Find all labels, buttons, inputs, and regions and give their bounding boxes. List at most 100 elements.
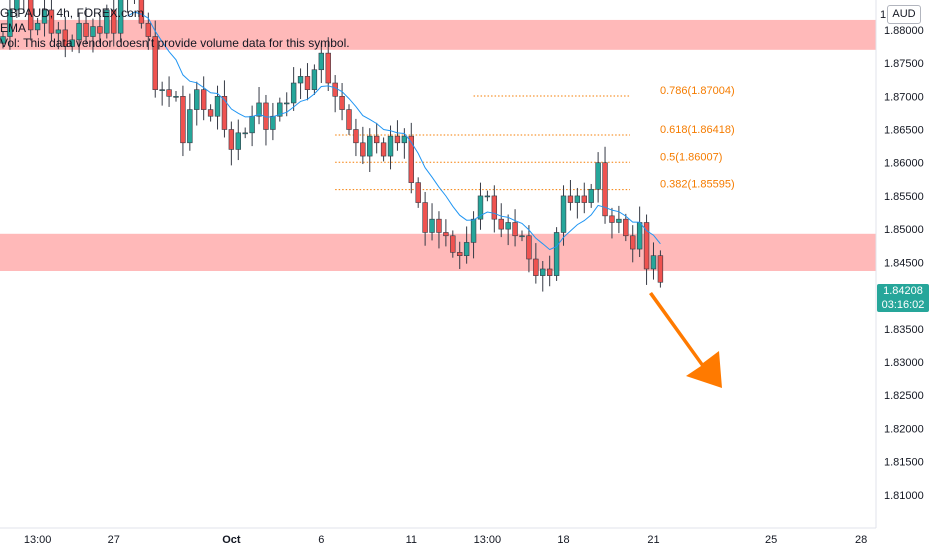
candlestick-series — [0, 0, 664, 292]
candle — [111, 0, 117, 47]
candle-body — [636, 222, 643, 250]
candle — [138, 0, 145, 29]
candle — [166, 76, 172, 107]
candle-body — [48, 9, 55, 34]
time-tick-label: Oct — [222, 534, 241, 546]
price-zone-1 — [0, 19, 876, 50]
candle-body — [145, 22, 152, 37]
candle — [498, 203, 504, 238]
fib-label: 0.382(1.85595) — [660, 179, 735, 191]
candle — [277, 97, 283, 122]
time-tick-label: 21 — [647, 534, 659, 546]
candle-body — [443, 232, 449, 237]
candle — [616, 205, 622, 234]
price-tick-label: 1.81000 — [884, 490, 924, 502]
candle-body — [484, 195, 491, 198]
candle-body — [595, 162, 601, 190]
candle-body — [408, 135, 414, 183]
candle — [595, 152, 601, 203]
candle-body — [429, 218, 435, 233]
candle — [408, 122, 414, 194]
candle — [533, 243, 539, 284]
candle — [643, 214, 650, 285]
price-tick-label: 1.82500 — [884, 390, 924, 402]
candle — [325, 37, 331, 91]
candle — [512, 209, 518, 247]
candle-body — [498, 218, 504, 230]
candle — [207, 104, 214, 122]
candle-body — [249, 115, 255, 134]
candle — [48, 0, 55, 42]
candle — [457, 241, 463, 269]
candle — [311, 64, 318, 95]
candle — [256, 87, 262, 125]
candle-body — [339, 96, 345, 110]
candle — [470, 211, 477, 259]
candle — [152, 20, 158, 98]
candle-body — [491, 195, 498, 220]
candle — [526, 225, 532, 273]
candle — [505, 214, 511, 246]
supply-demand-zones — [0, 19, 876, 271]
candle-body — [325, 52, 331, 84]
ema-line — [127, 11, 661, 251]
candle — [127, 0, 129, 13]
candle-body — [235, 132, 241, 150]
candle-body — [270, 115, 276, 130]
candle — [270, 102, 276, 141]
candle-body — [519, 235, 525, 238]
candle — [623, 213, 629, 242]
candle-body — [574, 195, 581, 203]
candle — [41, 0, 48, 37]
last-price-label: 1.84208 03:16:02 — [877, 284, 929, 312]
price-zone-2 — [0, 233, 876, 271]
candle-body — [14, 0, 20, 11]
bar-countdown: 03:16:02 — [881, 299, 925, 311]
candle — [484, 190, 491, 202]
time-tick-label: 28 — [855, 534, 867, 546]
time-tick-label: 13:00 — [24, 534, 52, 546]
candle — [69, 34, 75, 52]
last-price-value: 1.84208 — [883, 285, 923, 297]
candle-body — [297, 76, 304, 84]
candle-body — [422, 202, 428, 233]
candle — [353, 118, 359, 157]
candle-body — [457, 252, 463, 256]
time-axis[interactable]: 13:00 27 Oct 6 11 13:00 18 21 25 28 — [24, 534, 867, 546]
candle-body — [470, 218, 477, 243]
currency-button[interactable]: AUD — [887, 5, 921, 24]
candle — [574, 187, 581, 219]
candle — [117, 0, 124, 42]
candle-body — [117, 0, 124, 34]
fib-label: 0.786(1.87004) — [660, 85, 735, 97]
price-tick-label: 1.85500 — [884, 191, 924, 203]
candle — [373, 122, 380, 154]
candle-body — [166, 89, 172, 97]
price-tick-label: 1.84500 — [884, 257, 924, 269]
candle — [318, 42, 325, 84]
price-tick-label: 1.82000 — [884, 423, 924, 435]
time-tick-label: 6 — [318, 534, 324, 546]
candle-body — [290, 82, 297, 104]
candle — [180, 85, 186, 157]
fibonacci-levels: 0.786(1.87004) 0.618(1.86418) 0.5(1.86007)… — [335, 85, 735, 191]
candle-body — [588, 188, 594, 203]
candle-body — [505, 222, 511, 230]
candle-body — [346, 109, 352, 130]
downward-arrow-icon — [649, 292, 722, 388]
price-tick-label: 1.88000 — [884, 25, 924, 37]
candle-body — [643, 222, 650, 270]
candle-body — [373, 135, 380, 144]
candle-body — [97, 26, 103, 34]
candle — [62, 16, 68, 58]
candle-body — [76, 22, 82, 41]
candle — [415, 177, 421, 208]
candle — [567, 179, 574, 211]
candle — [650, 242, 657, 280]
candle — [553, 227, 560, 281]
candle-body — [69, 39, 75, 47]
candle-body — [477, 195, 484, 220]
candle-body — [387, 135, 394, 157]
